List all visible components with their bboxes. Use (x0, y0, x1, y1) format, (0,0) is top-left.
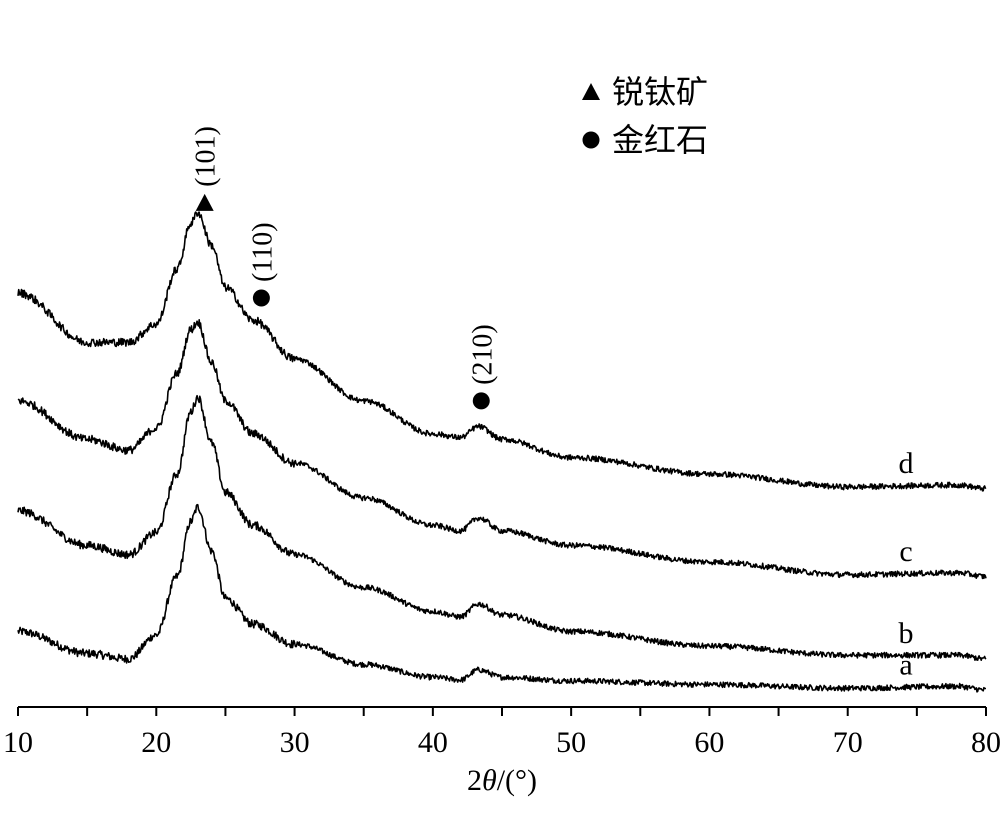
series-c-trace (17, 319, 987, 580)
x-axis-label-suffix: /(°) (497, 764, 537, 797)
x-axis-label-symbol: θ (482, 764, 497, 797)
x-axis: 10 20 30 40 50 60 70 80 2θ/(°) (3, 706, 1000, 797)
legend-item-2-label: 金红石 (612, 121, 708, 159)
x-tick-label-40: 40 (418, 726, 448, 759)
x-tick-label-30: 30 (280, 726, 310, 759)
x-axis-label: 2θ/(°) (467, 764, 537, 797)
annotation-1-marker (195, 193, 214, 211)
x-tick-label-80: 80 (971, 726, 1000, 759)
x-tick-label-70: 70 (833, 726, 863, 759)
series-c-label: c (899, 535, 912, 568)
x-tick-label-10: 10 (3, 726, 33, 759)
series-d-label: d (899, 447, 914, 480)
series-a-trace (17, 503, 987, 693)
plot-area: ab c d (101) (110) (210) (17, 126, 987, 693)
series-b-label: b (899, 617, 914, 650)
annotation-2-marker (252, 289, 270, 307)
series-d-trace (17, 211, 987, 492)
legend-triangle-icon (582, 83, 600, 100)
annotation-2-label: (110) (247, 222, 278, 282)
series-traces (17, 211, 987, 693)
series-b-trace (17, 394, 987, 661)
legend-circle-icon (582, 131, 600, 149)
x-tick-label-60: 60 (694, 726, 724, 759)
annotation-3-label: (210) (467, 324, 498, 385)
x-tick-label-20: 20 (141, 726, 171, 759)
legend-item-1-label: 锐钛矿 (612, 73, 708, 111)
annotation-3-marker (472, 392, 490, 410)
annotation-1-label: (101) (191, 126, 222, 187)
peak-annotations: (101) (110) (210) (191, 126, 498, 410)
x-ticks: 10 20 30 40 50 60 70 80 (3, 707, 1000, 759)
series-labels: ab c d (899, 447, 914, 681)
x-axis-label-prefix: 2 (467, 764, 482, 797)
x-tick-label-50: 50 (556, 726, 586, 759)
series-a-label: a (899, 648, 912, 681)
